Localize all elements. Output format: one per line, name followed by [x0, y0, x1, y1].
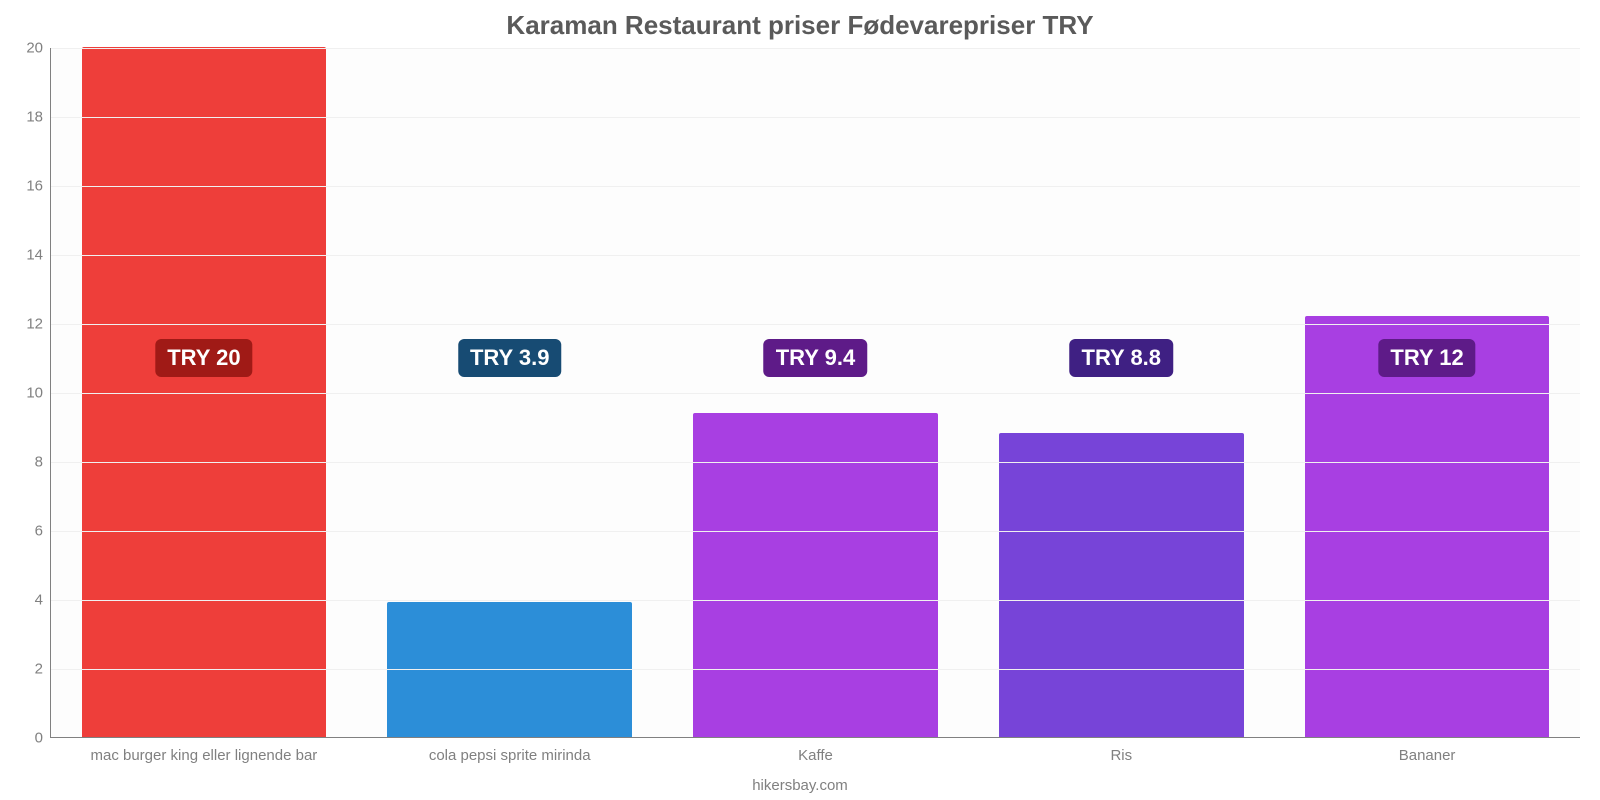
grid-line	[51, 393, 1580, 394]
y-tick-label: 16	[26, 178, 51, 195]
grid-line	[51, 462, 1580, 463]
y-tick-label: 20	[26, 40, 51, 57]
grid-line	[51, 600, 1580, 601]
plot-area: TRY 20mac burger king eller lignende bar…	[50, 48, 1580, 738]
x-axis-label: cola pepsi sprite mirinda	[429, 737, 591, 764]
grid-line	[51, 48, 1580, 49]
x-axis-label: Kaffe	[798, 737, 833, 764]
y-tick-label: 6	[35, 523, 51, 540]
value-badge: TRY 8.8	[1070, 339, 1173, 377]
grid-line	[51, 324, 1580, 325]
chart-credit: hikersbay.com	[0, 777, 1600, 794]
bar: TRY 8.8	[999, 433, 1244, 737]
y-tick-label: 14	[26, 247, 51, 264]
y-tick-label: 10	[26, 385, 51, 402]
value-badge: TRY 3.9	[458, 339, 561, 377]
x-axis-label: mac burger king eller lignende bar	[90, 737, 317, 764]
grid-line	[51, 531, 1580, 532]
grid-line	[51, 669, 1580, 670]
y-tick-label: 0	[35, 730, 51, 747]
value-badge: TRY 20	[155, 339, 252, 377]
x-axis-label: Bananer	[1399, 737, 1456, 764]
bar: TRY 12	[1305, 316, 1550, 737]
grid-line	[51, 117, 1580, 118]
grid-line	[51, 186, 1580, 187]
x-axis-label: Ris	[1110, 737, 1132, 764]
y-tick-label: 12	[26, 316, 51, 333]
grid-line	[51, 255, 1580, 256]
price-chart: Karaman Restaurant priser Fødevarepriser…	[0, 0, 1600, 800]
bar: TRY 20	[82, 47, 327, 737]
y-tick-label: 4	[35, 592, 51, 609]
chart-title: Karaman Restaurant priser Fødevarepriser…	[0, 0, 1600, 41]
y-tick-label: 2	[35, 661, 51, 678]
value-badge: TRY 9.4	[764, 339, 867, 377]
y-tick-label: 18	[26, 109, 51, 126]
y-tick-label: 8	[35, 454, 51, 471]
value-badge: TRY 12	[1378, 339, 1475, 377]
